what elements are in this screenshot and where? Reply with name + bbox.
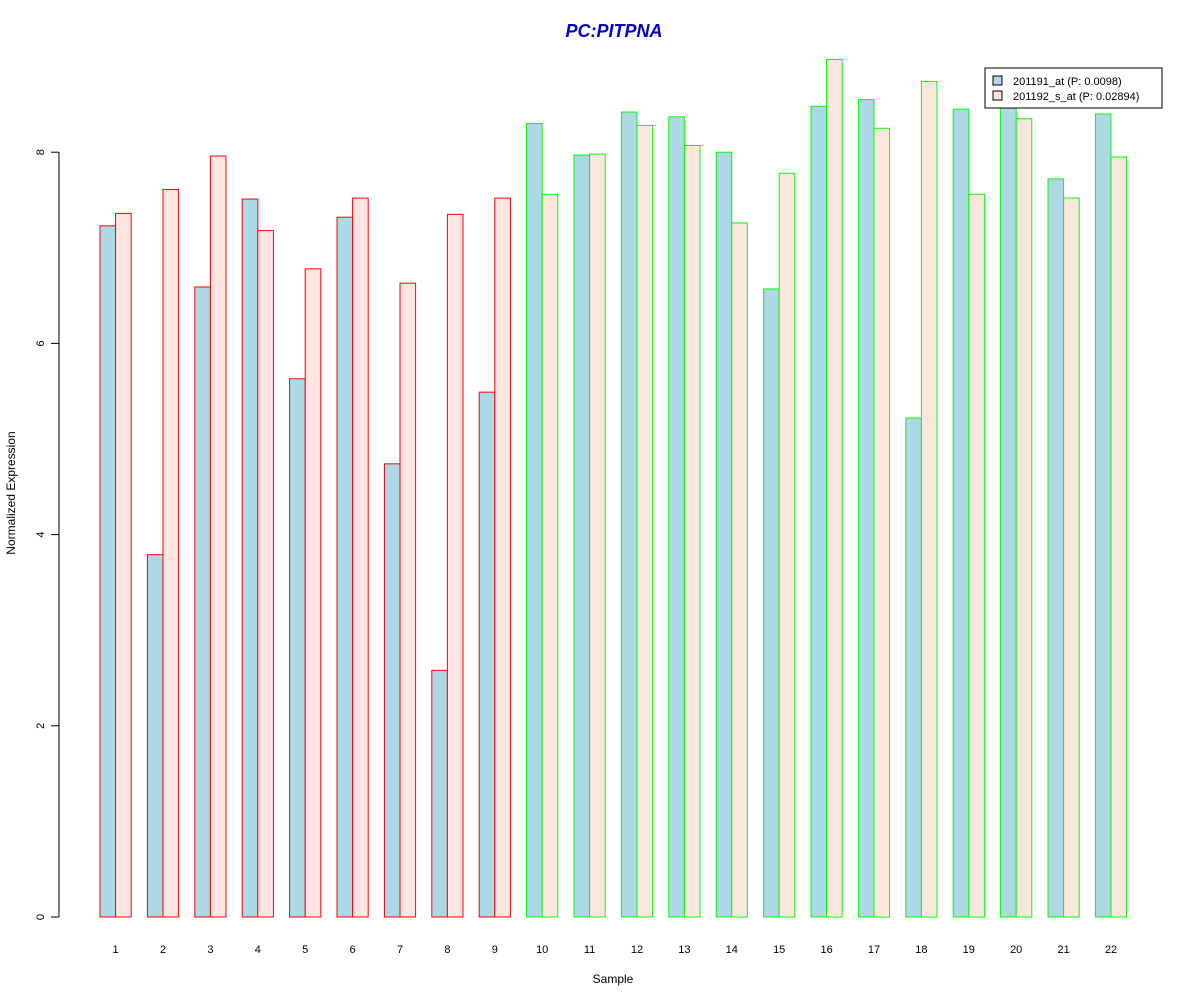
bar-sample-2-series-1 bbox=[146, 554, 164, 918]
bar-sample-14-series-1 bbox=[715, 151, 733, 918]
bar-sample-15-series-1 bbox=[763, 288, 780, 918]
legend-label-series-1: 201191_at (P: 0.0098) bbox=[1013, 76, 1122, 88]
bar-sample-7-series-1 bbox=[383, 463, 401, 918]
x-tick-label-14: 14 bbox=[726, 944, 738, 956]
bar-sample-11-series-1 bbox=[573, 154, 591, 918]
bar-sample-10-series-1 bbox=[526, 123, 543, 918]
bar-sample-15-series-2 bbox=[778, 172, 796, 918]
bar-sample-10-series-2 bbox=[541, 193, 559, 918]
x-tick-label-15: 15 bbox=[773, 944, 785, 956]
x-tick-label-6: 6 bbox=[350, 944, 356, 956]
x-tick-label-1: 1 bbox=[113, 944, 119, 956]
y-tick-label-8: 8 bbox=[35, 149, 47, 155]
legend-box bbox=[984, 67, 1163, 109]
x-tick-label-9: 9 bbox=[492, 944, 498, 956]
bar-sample-12-series-2 bbox=[636, 124, 654, 918]
chart-title: PC:PITPNA bbox=[565, 21, 662, 41]
bar-sample-20-series-1 bbox=[1000, 89, 1017, 918]
bar-sample-18-series-1 bbox=[905, 417, 922, 918]
bar-sample-21-series-1 bbox=[1047, 178, 1065, 918]
x-tick-label-7: 7 bbox=[397, 944, 403, 956]
legend-swatch-series-2 bbox=[992, 90, 1003, 101]
x-tick-label-18: 18 bbox=[915, 944, 927, 956]
bar-sample-2-series-2 bbox=[162, 188, 180, 918]
x-tick-label-4: 4 bbox=[255, 944, 261, 956]
y-tick-label-4: 4 bbox=[35, 532, 47, 538]
bar-sample-3-series-2 bbox=[209, 155, 227, 918]
x-axis: 1 2 3 4 5 6 7 8 9 10 11 12 13 14 15 16 17 18 19 20 21 22 bbox=[113, 944, 1118, 956]
bar-sample-13-series-2 bbox=[683, 145, 701, 918]
bar-sample-8-series-2 bbox=[446, 213, 464, 918]
bar-sample-17-series-2 bbox=[873, 127, 891, 918]
bar-sample-6-series-2 bbox=[352, 197, 369, 918]
bar-sample-14-series-2 bbox=[731, 222, 748, 918]
legend: 201191_at (P: 0.0098) 201192_s_at (P: 0.… bbox=[984, 67, 1163, 109]
x-tick-label-13: 13 bbox=[678, 944, 690, 956]
x-tick-label-8: 8 bbox=[444, 944, 450, 956]
x-tick-label-22: 22 bbox=[1105, 944, 1117, 956]
y-tick-label-6: 6 bbox=[35, 340, 47, 346]
y-tick-label-2: 2 bbox=[35, 723, 47, 729]
bar-sample-8-series-1 bbox=[431, 669, 448, 918]
legend-swatch-series-1 bbox=[992, 75, 1003, 86]
y-tick-label-0: 0 bbox=[35, 914, 47, 920]
bar-sample-9-series-1 bbox=[478, 391, 496, 918]
x-tick-label-11: 11 bbox=[584, 944, 595, 956]
bar-sample-22-series-1 bbox=[1094, 113, 1112, 918]
bar-sample-12-series-1 bbox=[620, 111, 638, 918]
x-tick-label-5: 5 bbox=[302, 944, 308, 956]
bar-sample-1-series-1 bbox=[99, 225, 117, 918]
bar-sample-22-series-2 bbox=[1110, 156, 1128, 918]
x-tick-label-19: 19 bbox=[963, 944, 975, 956]
bar-sample-19-series-1 bbox=[952, 108, 970, 918]
bar-sample-21-series-2 bbox=[1063, 197, 1080, 918]
bar-sample-11-series-2 bbox=[589, 153, 606, 918]
bar-sample-4-series-2 bbox=[257, 230, 274, 918]
x-tick-label-2: 2 bbox=[160, 944, 166, 956]
bar-sample-17-series-1 bbox=[857, 99, 875, 918]
legend-label-series-2: 201192_s_at (P: 0.02894) bbox=[1013, 91, 1139, 103]
x-tick-label-16: 16 bbox=[820, 944, 832, 956]
x-tick-label-12: 12 bbox=[631, 944, 643, 956]
x-tick-label-10: 10 bbox=[536, 944, 548, 956]
bar-sample-1-series-2 bbox=[115, 212, 132, 918]
bar-sample-4-series-1 bbox=[241, 198, 259, 918]
bar-sample-18-series-2 bbox=[920, 80, 938, 918]
y-axis: 0 2 4 6 8 bbox=[35, 149, 60, 920]
bars bbox=[99, 58, 1128, 918]
bar-sample-5-series-1 bbox=[289, 378, 306, 918]
x-tick-label-17: 17 bbox=[868, 944, 880, 956]
x-tick-label-20: 20 bbox=[1010, 944, 1022, 956]
bar-sample-9-series-2 bbox=[494, 197, 511, 918]
bar-sample-7-series-2 bbox=[399, 282, 417, 918]
bar-sample-3-series-1 bbox=[194, 286, 211, 918]
bar-sample-16-series-1 bbox=[810, 105, 828, 918]
bar-sample-5-series-2 bbox=[304, 268, 322, 918]
x-tick-label-21: 21 bbox=[1057, 944, 1069, 956]
y-axis-title: Normalized Expression bbox=[4, 431, 18, 554]
bar-sample-13-series-1 bbox=[668, 116, 685, 918]
x-axis-title: Sample bbox=[593, 972, 634, 986]
bar-sample-20-series-2 bbox=[1015, 118, 1033, 918]
bar-sample-16-series-2 bbox=[826, 58, 843, 918]
bar-sample-19-series-2 bbox=[968, 193, 985, 918]
bar-sample-6-series-1 bbox=[336, 216, 354, 918]
x-tick-label-3: 3 bbox=[207, 944, 213, 956]
